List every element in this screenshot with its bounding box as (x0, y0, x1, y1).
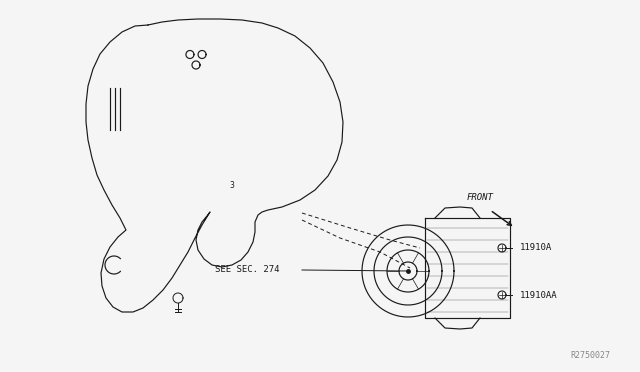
Text: 11910AA: 11910AA (520, 291, 557, 299)
Text: R2750027: R2750027 (570, 350, 610, 359)
Text: 11910A: 11910A (520, 244, 552, 253)
Text: FRONT: FRONT (467, 193, 494, 202)
Text: 3: 3 (230, 180, 234, 189)
Text: SEE SEC. 274: SEE SEC. 274 (215, 266, 280, 275)
